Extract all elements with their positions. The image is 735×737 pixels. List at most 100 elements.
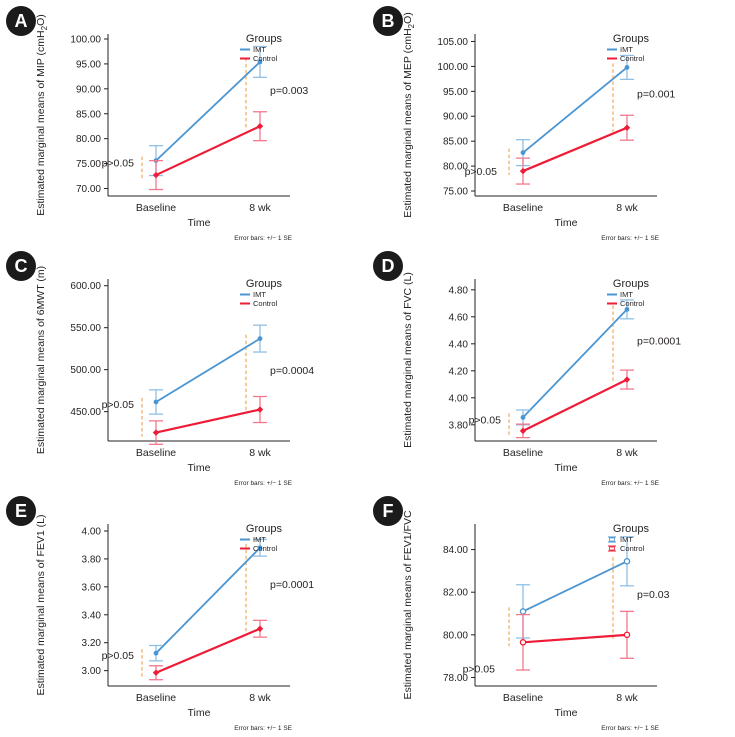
x-axis-title: Time <box>555 217 578 229</box>
legend-label: IMT <box>620 290 633 299</box>
data-point <box>256 406 264 413</box>
y-tick-label: 85.00 <box>76 109 101 120</box>
y-tick-label: 90.00 <box>443 112 468 123</box>
plot-A: 70.00 75.00 80.00 85.00 90.00 95.00 100.00 Esti… <box>0 0 367 245</box>
p-value-baseline: p>0.05 <box>102 650 135 662</box>
y-tick-label: 75.00 <box>443 187 468 198</box>
data-point <box>256 123 264 130</box>
data-point <box>519 167 527 175</box>
y-axis-title: Estimated marginal means of FEV1 (L) <box>35 515 47 696</box>
y-tick-label: 3.00 <box>82 666 102 677</box>
plot-D: 3.80 4.00 4.20 4.40 4.60 4.80 Estimated margin… <box>367 245 735 490</box>
error-bar-note: Error bars: +/− 1 SE <box>234 480 292 487</box>
data-point <box>519 427 527 435</box>
legend-title: Groups <box>613 33 650 45</box>
data-point <box>519 639 527 646</box>
data-point <box>623 558 631 565</box>
chart-svg-B: 75.00 80.00 85.00 90.00 95.00 100.00 105.00 Est… <box>402 12 675 242</box>
panel-B: B 75.00 80.00 85.00 90.00 95.00 100.00 105.00 E… <box>367 0 735 245</box>
panel-F: F 78.00 80.00 82.00 84.00 Estimated marginal… <box>367 490 735 737</box>
x-axis-title: Time <box>555 707 578 719</box>
chart-svg-D: 3.80 4.00 4.20 4.40 4.60 4.80 Estimated margin… <box>402 272 681 487</box>
x-tick-label: Baseline <box>503 202 543 214</box>
y-tick-label: 95.00 <box>443 87 468 98</box>
series-line-imt <box>522 560 628 613</box>
x-axis-title: Time <box>188 217 211 229</box>
series-line-imt <box>155 547 261 654</box>
legend-marker-box <box>609 537 615 542</box>
data-point <box>519 608 527 615</box>
plot-B: 75.00 80.00 85.00 90.00 95.00 100.00 105.00 Est… <box>367 0 735 245</box>
x-tick-label: 8 wk <box>616 202 638 214</box>
panel-label-B: B <box>373 6 403 36</box>
p-value-endpoint: p=0.0001 <box>270 579 314 591</box>
data-point <box>624 64 630 70</box>
panel-label-E: E <box>6 496 36 526</box>
x-tick-label: Baseline <box>503 692 543 704</box>
panel-label-A: A <box>6 6 36 36</box>
legend-label: Control <box>620 54 645 63</box>
data-point <box>623 631 631 639</box>
data-point <box>520 414 526 420</box>
data-point <box>257 59 263 65</box>
plot-E: 3.00 3.20 3.40 3.60 3.80 4.00 Estimated margin… <box>0 490 367 737</box>
p-value-endpoint: p=0.03 <box>637 589 670 601</box>
series-line-imt <box>155 337 261 403</box>
y-tick-label: 100.00 <box>70 34 101 45</box>
data-point <box>152 171 160 179</box>
series-line-control <box>155 408 261 434</box>
legend-title: Groups <box>613 278 650 290</box>
p-value-baseline: p>0.05 <box>463 663 496 675</box>
y-tick-label: 80.00 <box>443 630 468 641</box>
y-tick-label: 4.80 <box>449 285 469 296</box>
panel-label-D: D <box>373 251 403 281</box>
series-line-control <box>155 125 261 177</box>
x-tick-label: 8 wk <box>616 447 638 459</box>
y-tick-label: 78.00 <box>443 673 468 684</box>
series-line-control <box>522 633 628 644</box>
x-tick-label: 8 wk <box>249 692 271 704</box>
y-tick-label: 4.00 <box>449 393 469 404</box>
y-tick-label: 80.00 <box>443 162 468 173</box>
legend-label: Control <box>253 54 278 63</box>
y-tick-label: 75.00 <box>76 159 101 170</box>
x-axis-title: Time <box>188 462 211 474</box>
data-point <box>520 150 526 156</box>
data-point <box>623 376 631 383</box>
p-value-baseline: p>0.05 <box>102 158 135 170</box>
x-tick-label: 8 wk <box>249 447 271 459</box>
y-tick-label: 4.20 <box>449 366 469 377</box>
series-line-imt <box>155 61 261 162</box>
x-tick-label: 8 wk <box>249 202 271 214</box>
y-tick-label: 100.00 <box>437 62 468 73</box>
y-tick-label: 82.00 <box>443 588 468 599</box>
y-axis-title: Estimated marginal means of 6MWT (m) <box>35 266 47 454</box>
series-line-control <box>522 126 628 173</box>
legend-title: Groups <box>613 523 650 535</box>
y-tick-label: 3.20 <box>82 638 102 649</box>
y-tick-label: 4.40 <box>449 339 469 350</box>
legend-label: IMT <box>620 45 633 54</box>
series-line-imt <box>522 66 628 154</box>
legend-marker-box <box>609 546 615 551</box>
y-tick-label: 450.00 <box>70 407 101 418</box>
chart-svg-A: 70.00 75.00 80.00 85.00 90.00 95.00 100.00 Esti… <box>35 14 308 242</box>
p-value-endpoint: p=0.0001 <box>637 335 681 347</box>
data-point <box>257 336 263 341</box>
error-bar-note: Error bars: +/− 1 SE <box>234 725 292 732</box>
series-line-imt <box>522 308 628 418</box>
data-point <box>153 650 159 656</box>
legend-title: Groups <box>246 278 283 290</box>
legend-label: Control <box>253 544 278 553</box>
y-axis-title: Estimated marginal means of FVC (L) <box>402 272 414 448</box>
error-bar-note: Error bars: +/− 1 SE <box>601 480 659 487</box>
error-bar-note: Error bars: +/− 1 SE <box>601 725 659 732</box>
x-axis-title: Time <box>555 462 578 474</box>
x-tick-label: Baseline <box>136 692 176 704</box>
series-line-control <box>155 627 261 674</box>
panel-D: D 3.80 4.00 4.20 4.40 4.60 4.80 Estimated marg… <box>367 245 735 490</box>
chart-svg-F: 78.00 80.00 82.00 84.00 Estimated marginal m… <box>402 510 670 732</box>
data-point <box>153 399 159 405</box>
y-axis-title: Estimated marginal means of MIP (cmH2O) <box>35 14 49 216</box>
